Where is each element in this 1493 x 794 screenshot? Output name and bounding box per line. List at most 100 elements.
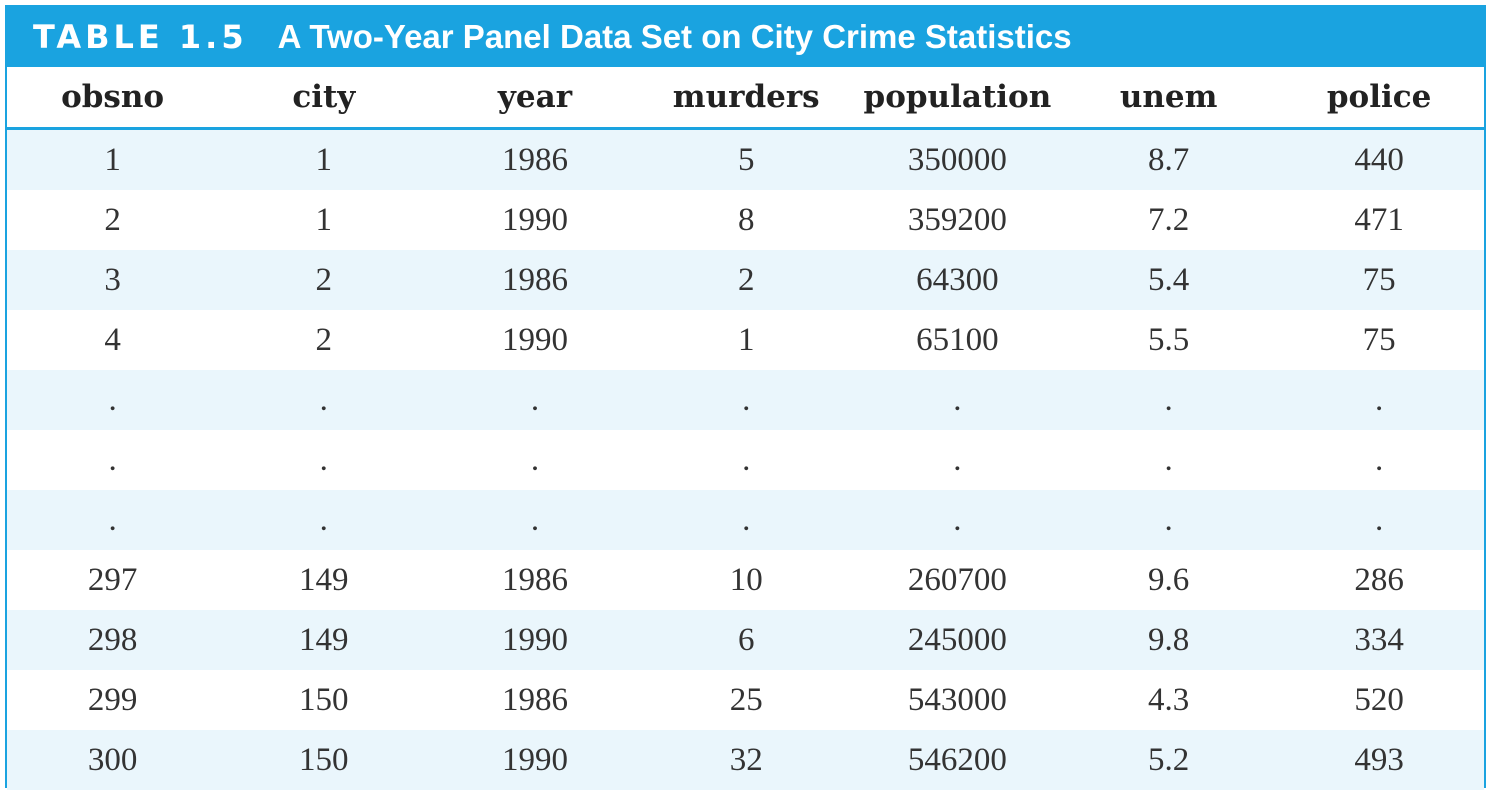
table-cell: 65100 [851,310,1064,370]
table-cell: 260700 [851,550,1064,610]
table-cell: 334 [1274,610,1484,670]
table-cell: . [429,430,641,490]
table-cell: 5.5 [1063,310,1275,370]
table-cell: 546200 [851,730,1064,790]
table-cell: 520 [1274,670,1484,730]
table-cell: . [851,430,1064,490]
table-row-ellipsis: . . . . . . . [7,430,1484,490]
table-cell: 75 [1274,310,1484,370]
table-cell: 1986 [429,550,641,610]
column-header-population: population [851,67,1064,130]
table-title-bar: TABLE 1.5 A Two-Year Panel Data Set on C… [7,7,1484,67]
table-cell: 150 [218,730,430,790]
table-cell: . [218,370,430,430]
table-cell: . [218,490,430,550]
table-cell: 2 [640,250,852,310]
table-label: TABLE 1.5 [33,18,248,56]
table-cell: . [7,370,219,430]
column-header-obsno: obsno [7,67,219,130]
table-cell: 440 [1274,128,1484,190]
table-cell: 1986 [429,670,641,730]
table-cell: . [429,370,641,430]
table-row: 297 149 1986 10 260700 9.6 286 [7,550,1484,610]
header-row: obsno city year murders population unem … [7,67,1484,130]
table-cell: 1990 [429,190,641,250]
table-cell: 64300 [851,250,1064,310]
table-cell: . [429,490,641,550]
table-cell: . [640,430,852,490]
table-cell: 1 [7,128,219,190]
table-cell: 1990 [429,610,641,670]
table-cell: 149 [218,550,430,610]
column-header-city: city [218,67,430,130]
table-cell: . [1063,490,1275,550]
table-cell: 9.8 [1063,610,1275,670]
table-row-ellipsis: . . . . . . . [7,370,1484,430]
table-cell: 300 [7,730,219,790]
table-cell: 2 [7,190,219,250]
table-cell: . [640,370,852,430]
table-cell: . [1274,490,1484,550]
table-cell: 543000 [851,670,1064,730]
table-cell: 1990 [429,310,641,370]
table-cell: 25 [640,670,852,730]
table-cell: 6 [640,610,852,670]
table-cell: . [218,430,430,490]
table-cell: . [7,430,219,490]
table-cell: 298 [7,610,219,670]
column-header-murders: murders [640,67,852,130]
table-cell: 75 [1274,250,1484,310]
table-cell: 7.2 [1063,190,1275,250]
table-cell: 32 [640,730,852,790]
table-row: 299 150 1986 25 543000 4.3 520 [7,670,1484,730]
table-cell: 297 [7,550,219,610]
table-title: A Two-Year Panel Data Set on City Crime … [277,18,1072,55]
table-cell: . [640,490,852,550]
table-cell: 4 [7,310,219,370]
table-row-ellipsis: . . . . . . . [7,490,1484,550]
table-cell: 5 [640,128,852,190]
data-table-figure: TABLE 1.5 A Two-Year Panel Data Set on C… [5,5,1486,790]
table-cell: 5.2 [1063,730,1275,790]
column-header-year: year [429,67,641,130]
table-cell: 5.4 [1063,250,1275,310]
table-cell: 150 [218,670,430,730]
table-row: 3 2 1986 2 64300 5.4 75 [7,250,1484,310]
table-row: 1 1 1986 5 350000 8.7 440 [7,128,1484,190]
table-cell: 2 [218,250,430,310]
table-cell: . [851,370,1064,430]
table-cell: 245000 [851,610,1064,670]
table-cell: 1986 [429,250,641,310]
table-cell: 4.3 [1063,670,1275,730]
table-row: 2 1 1990 8 359200 7.2 471 [7,190,1484,250]
table-cell: 149 [218,610,430,670]
table-cell: 471 [1274,190,1484,250]
table-cell: 286 [1274,550,1484,610]
table-cell: 8 [640,190,852,250]
table-cell: 1 [218,128,430,190]
table-cell: 359200 [851,190,1064,250]
table-row: 298 149 1990 6 245000 9.8 334 [7,610,1484,670]
table-cell: 2 [218,310,430,370]
column-header-police: police [1274,67,1484,130]
table-cell: . [851,490,1064,550]
column-header-unem: unem [1063,67,1275,130]
table-cell: 1990 [429,730,641,790]
table-cell: . [1274,430,1484,490]
table-cell: 9.6 [1063,550,1275,610]
table-cell: 493 [1274,730,1484,790]
table-cell: 299 [7,670,219,730]
table-cell: . [1063,370,1275,430]
table-cell: 8.7 [1063,128,1275,190]
table-cell: 1986 [429,128,641,190]
table-cell: 1 [218,190,430,250]
table-cell: 10 [640,550,852,610]
table-row: 4 2 1990 1 65100 5.5 75 [7,310,1484,370]
table-row: 300 150 1990 32 546200 5.2 493 [7,730,1484,790]
table-cell: . [7,490,219,550]
table-cell: . [1063,430,1275,490]
table-cell: 3 [7,250,219,310]
table-cell: 350000 [851,128,1064,190]
table-cell: 1 [640,310,852,370]
data-table: obsno city year murders population unem … [7,67,1484,790]
